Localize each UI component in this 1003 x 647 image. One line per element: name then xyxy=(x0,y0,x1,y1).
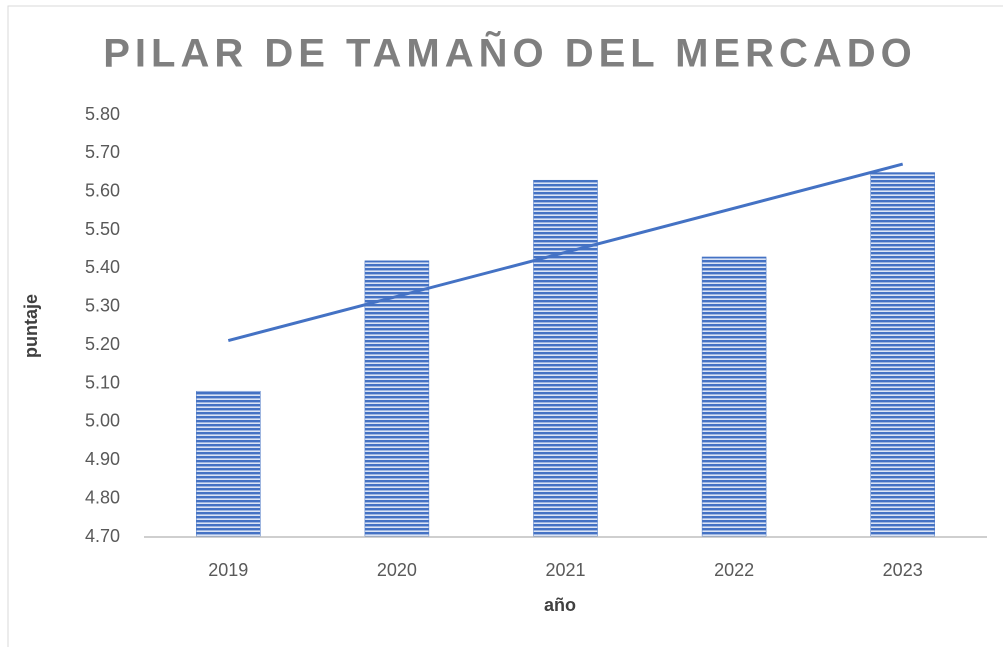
y-tick-label: 4.80 xyxy=(85,487,120,507)
bar xyxy=(533,179,598,538)
x-tick-label: 2022 xyxy=(714,560,754,580)
x-axis-title: año xyxy=(544,595,576,615)
bar xyxy=(701,256,767,538)
bar xyxy=(196,390,261,538)
y-tick-label: 5.60 xyxy=(85,180,120,200)
bar xyxy=(364,260,430,538)
y-tick-label: 4.70 xyxy=(85,526,120,546)
y-tick-label: 4.90 xyxy=(85,449,120,469)
chart-frame xyxy=(7,5,1003,647)
y-tick-label: 5.30 xyxy=(85,296,120,316)
chart-title: PILAR DE TAMAÑO DEL MERCADO xyxy=(103,30,917,76)
y-tick-label: 5.40 xyxy=(85,257,120,277)
y-tick-label: 5.70 xyxy=(85,142,120,162)
x-tick-label: 2020 xyxy=(377,560,417,580)
y-tick-label: 5.20 xyxy=(85,334,120,354)
y-tick-label: 5.10 xyxy=(85,372,120,392)
bar xyxy=(870,172,935,538)
x-tick-label: 2023 xyxy=(883,560,923,580)
y-tick-label: 5.50 xyxy=(85,219,120,239)
y-axis-title: puntaje xyxy=(21,294,41,358)
y-tick-label: 5.00 xyxy=(85,411,120,431)
trendline xyxy=(227,162,904,343)
x-tick-label: 2019 xyxy=(208,560,248,580)
y-tick-label: 5.80 xyxy=(85,104,120,124)
x-tick-label: 2021 xyxy=(545,560,585,580)
